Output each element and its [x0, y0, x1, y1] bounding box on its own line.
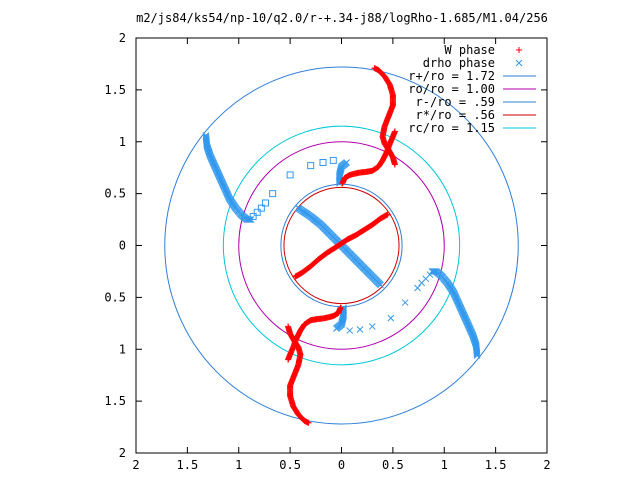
w-phase-point — [305, 419, 312, 426]
x-tick-label: 1.5 — [177, 458, 199, 472]
drho-phase-point — [249, 212, 257, 220]
circle-r-series — [283, 186, 400, 305]
legend-label: W phase — [444, 43, 495, 57]
x-tick-label: 1 — [235, 458, 242, 472]
w-phase-series — [285, 65, 398, 426]
w-phase-point — [516, 47, 522, 53]
drho-phase-point — [430, 268, 438, 275]
drho-phase-series — [202, 132, 481, 359]
drho-phase-point — [343, 159, 350, 166]
w-phase-point — [391, 128, 398, 135]
drho-phase-point — [245, 216, 253, 223]
y-tick-label: 2 — [119, 31, 126, 45]
circle-rc-series — [222, 125, 461, 366]
x-tick-label: 0.5 — [279, 458, 301, 472]
y-tick-label: 0 — [119, 239, 126, 253]
x-tick-label: 2 — [543, 458, 550, 472]
x-tick-label: 1.5 — [485, 458, 507, 472]
x-tick-label: 0.5 — [382, 458, 404, 472]
drho-phase-point — [346, 327, 354, 334]
legend-label: ro/ro = 1.00 — [408, 82, 495, 96]
drho-phase-point — [286, 171, 294, 179]
drho-phase-point — [368, 323, 376, 330]
drho-phase-point — [431, 268, 439, 275]
radius-circles — [164, 66, 519, 425]
circle-ro-series — [238, 141, 445, 350]
legend-label: r*/ro = .56 — [416, 108, 495, 122]
axis-ticks: 2 1.5 1 0.5 0 0.5 1 1.5 221.510.500.511.52 — [104, 31, 550, 472]
x-tick-label: 2 — [132, 458, 139, 472]
y-tick-label: 1 — [119, 342, 126, 356]
chart-title: m2/js84/ks54/np-10/q2.0/r-+.34-j88/logRh… — [136, 11, 548, 25]
drho-phase-point — [356, 326, 364, 333]
circle-r-series — [164, 66, 519, 425]
y-tick-label: 0.5 — [104, 290, 126, 304]
drho-phase-point — [377, 281, 384, 289]
w-phase-point — [384, 211, 391, 218]
y-tick-label: 2 — [119, 446, 126, 460]
w-phase-point — [285, 356, 292, 363]
drho-phase-point — [257, 204, 265, 212]
drho-phase-point — [269, 190, 277, 198]
y-tick-label: 1 — [119, 135, 126, 149]
x-tick-label: 0 — [338, 458, 345, 472]
legend-label: r-/ro = .59 — [416, 95, 495, 109]
drho-phase-point — [387, 314, 395, 322]
drho-phase-point — [414, 284, 421, 292]
drho-phase-point — [261, 199, 269, 207]
drho-phase-point — [333, 325, 340, 332]
legend-label: rc/ro = 1.15 — [408, 121, 495, 135]
drho-phase-point — [319, 159, 327, 166]
legend-label: drho phase — [423, 56, 495, 70]
drho-phase-point — [428, 268, 436, 275]
drho-phase-point — [515, 59, 523, 67]
legend-label: r+/ro = 1.72 — [408, 69, 495, 83]
drho-phase-point — [418, 279, 425, 287]
drho-phase-point — [329, 156, 337, 164]
drho-phase-point — [253, 208, 261, 216]
y-tick-label: 0.5 — [104, 187, 126, 201]
y-tick-label: 1.5 — [104, 394, 126, 408]
w-phase-point — [371, 65, 378, 72]
drho-phase-point — [401, 299, 409, 306]
phase-points — [202, 65, 481, 426]
drho-phase-point — [307, 162, 315, 170]
x-tick-label: 1 — [441, 458, 448, 472]
y-tick-label: 1.5 — [104, 83, 126, 97]
